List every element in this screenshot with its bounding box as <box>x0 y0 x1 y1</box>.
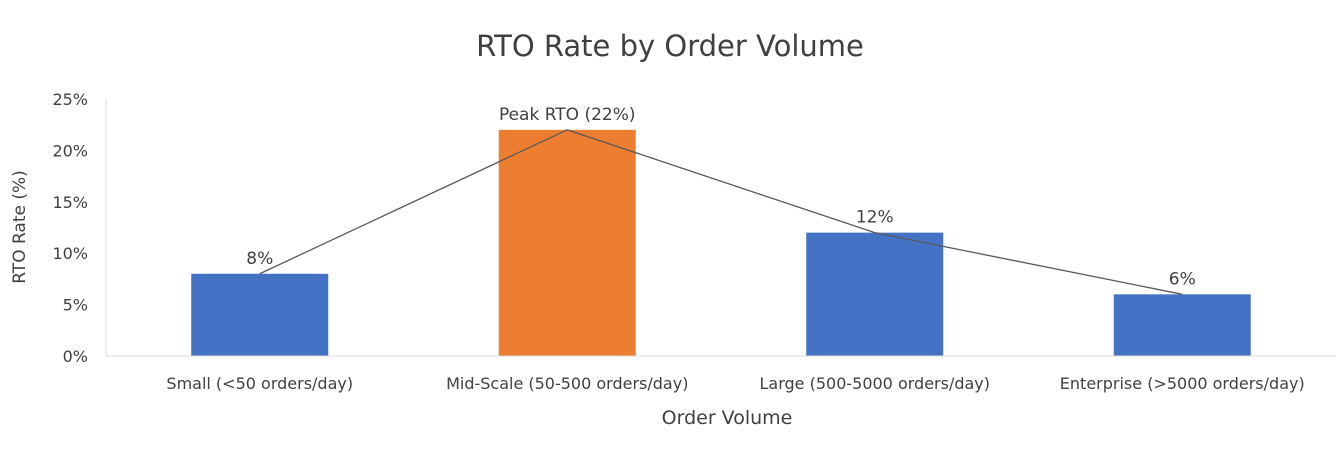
y-tick-label: 25% <box>52 90 88 109</box>
x-tick-label: Mid-Scale (50-500 orders/day) <box>446 374 688 393</box>
x-tick-label: Large (500-5000 orders/day) <box>759 374 990 393</box>
data-label: 12% <box>856 208 894 228</box>
bar <box>806 232 944 356</box>
data-label: Peak RTO (22%) <box>499 105 636 125</box>
y-tick-label: 10% <box>52 244 88 263</box>
chart-title: RTO Rate by Order Volume <box>476 29 864 63</box>
x-tick-label: Enterprise (>5000 orders/day) <box>1060 374 1305 393</box>
data-label: 8% <box>246 249 273 269</box>
bar <box>498 129 636 356</box>
trend-line <box>259 129 1183 295</box>
data-label: 6% <box>1169 269 1196 289</box>
y-axis-label: RTO Rate (%) <box>10 170 30 284</box>
x-axis-label: Order Volume <box>662 407 793 429</box>
y-tick-label: 15% <box>52 193 88 212</box>
y-tick-label: 20% <box>52 141 88 160</box>
bar <box>191 273 329 356</box>
x-tick-label: Small (<50 orders/day) <box>166 374 353 393</box>
y-tick-label: 5% <box>63 296 88 315</box>
y-tick-label: 0% <box>63 347 88 366</box>
bar <box>1113 294 1251 356</box>
